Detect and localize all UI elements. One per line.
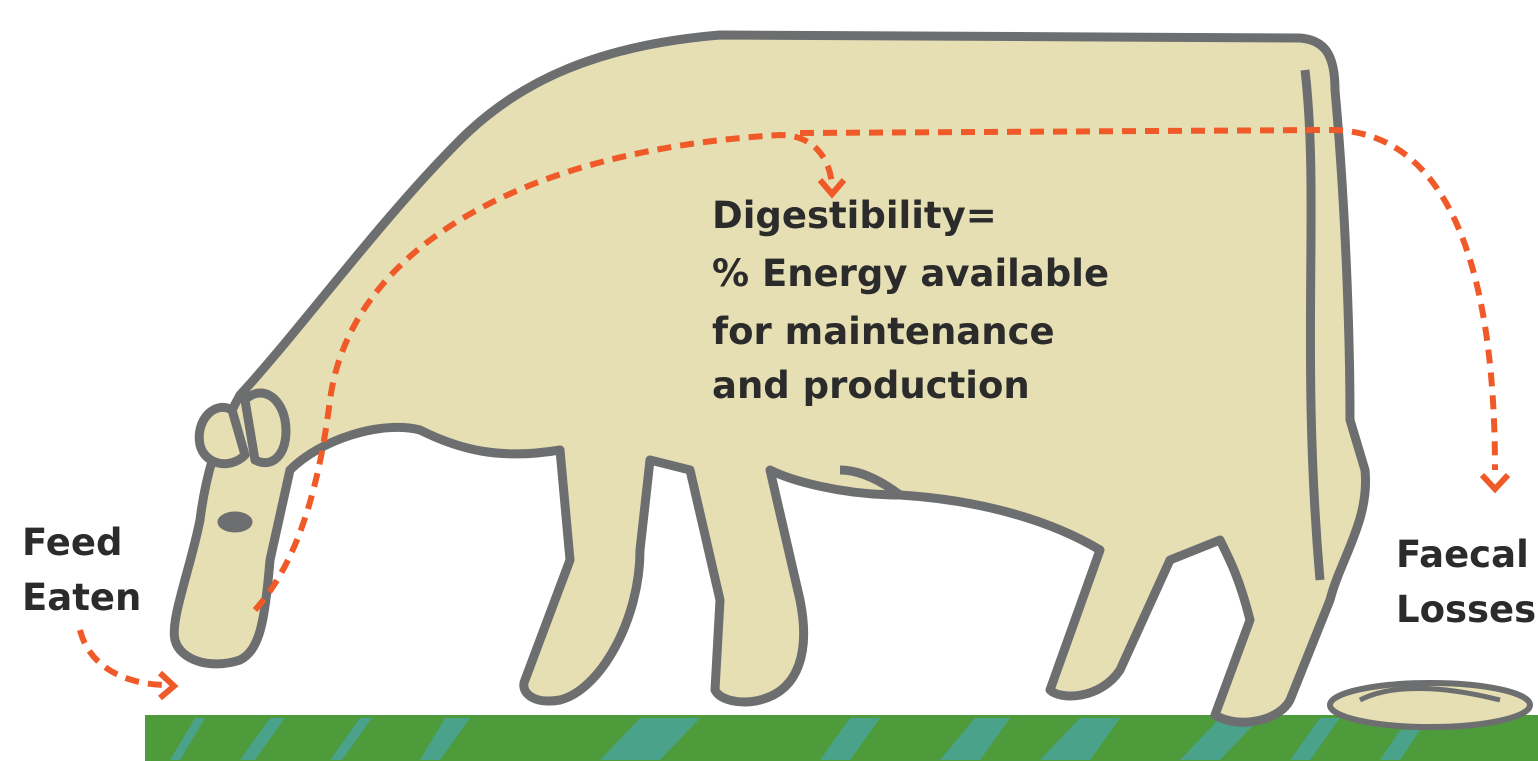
label-line: Faecal [1396,533,1529,576]
faecal-losses-label: Faecal Losses [1396,533,1536,631]
feed-eaten-label: Feed Eaten [22,521,141,619]
diagram: Feed Eaten Digestibility= % Energy avail… [0,0,1538,761]
label-line: % Energy available [712,252,1109,295]
label-line: and production [712,364,1030,407]
label-line: Eaten [22,576,141,619]
label-line: Losses [1396,588,1536,631]
label-line: Digestibility= [712,194,997,237]
label-line: for maintenance [712,310,1055,353]
label-line: Feed [22,521,122,564]
grass [145,715,1538,761]
